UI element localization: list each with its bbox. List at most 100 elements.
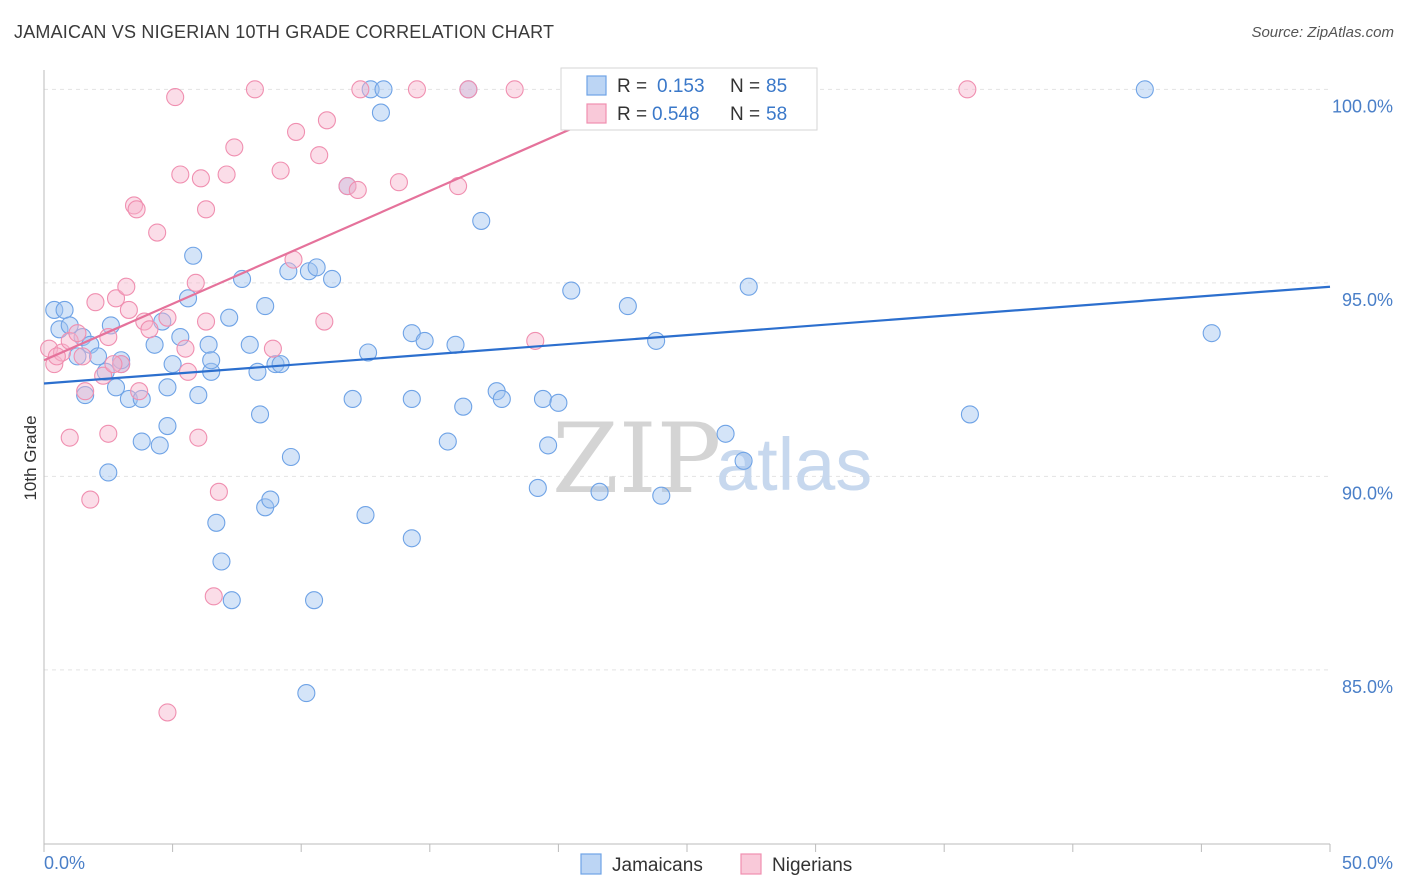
data-points [40,80,1221,722]
point-jamaicans [279,262,298,281]
point-jamaicans [652,486,671,505]
point-jamaicans [371,103,390,122]
point-jamaicans [647,331,666,350]
point-jamaicans [88,347,108,366]
point-nigerians [263,339,282,358]
point-jamaicans [163,355,182,374]
legend-r-value-nigerians: 0.548 [652,104,700,125]
trend-line-jamaicans [43,285,1331,385]
point-nigerians [315,312,334,331]
point-jamaicans [562,281,581,300]
point-jamaicans [305,591,324,610]
point-jamaicans [359,343,378,362]
point-jamaicans [618,297,637,316]
point-nigerians [209,482,228,501]
point-jamaicans [539,436,558,455]
x-tick-label-min: 0.0% [44,853,85,873]
watermark-zip: ZIP [552,403,721,515]
point-jamaicans [528,478,547,498]
point-jamaicans [374,80,393,99]
point-nigerians [225,138,244,157]
y-tick-label: 95.0% [1342,290,1393,310]
point-nigerians [191,169,210,188]
series-legend: Jamaicans Nigerians [580,853,852,876]
legend-n-value-jamaicans: 85 [766,76,787,97]
point-jamaicans [220,308,239,327]
point-jamaicans [402,389,421,409]
point-jamaicans [55,300,74,319]
series-legend-label-nigerians: Nigerians [772,855,852,876]
point-nigerians [106,289,126,308]
point-jamaicans [76,386,95,405]
point-nigerians [104,355,123,374]
point-jamaicans [171,327,190,347]
point-jamaicans [240,335,259,354]
point-jamaicans [212,552,231,571]
point-jamaicans [158,416,177,436]
y-tick-label: 90.0% [1342,483,1393,503]
point-jamaicans [281,447,300,467]
y-axis-label: 10th Grade [21,415,40,500]
point-jamaicans [734,451,753,470]
point-jamaicans [50,320,69,339]
point-nigerians [958,80,977,99]
point-nigerians [459,80,478,99]
point-jamaicans [145,335,164,354]
point-nigerians [140,320,159,339]
point-jamaicans [199,335,218,354]
point-nigerians [204,587,223,606]
series-legend-swatch-jamaicans [580,853,602,875]
source-label: Source: ZipAtlas.com [1251,24,1394,41]
point-nigerians [196,312,216,331]
point-jamaicans [158,378,177,397]
point-jamaicans [266,355,285,374]
point-jamaicans [446,335,465,354]
trend-lines [43,88,1331,385]
y-tick-label: 85.0% [1342,677,1393,697]
point-nigerians [196,200,216,219]
point-jamaicans [119,389,138,409]
point-nigerians [271,161,290,180]
point-jamaicans [356,505,375,525]
point-nigerians [505,80,524,99]
x-ticks [43,844,1331,852]
chart-title: JAMAICAN VS NIGERIAN 10TH GRADE CORRELAT… [14,22,555,42]
point-jamaicans [99,463,118,482]
legend-r-value-jamaicans: 0.153 [657,76,705,97]
point-nigerians [76,382,95,401]
point-jamaicans [1202,324,1221,343]
point-nigerians [81,490,100,509]
point-jamaicans [415,331,434,350]
point-nigerians [348,180,367,200]
stats-legend: R = 0.153 N = 85 R = 0.548 N = 58 [560,67,818,131]
point-jamaicans [402,529,421,548]
point-jamaicans [261,490,280,509]
point-jamaicans [297,684,316,703]
point-jamaicans [492,389,511,409]
point-nigerians [317,111,336,130]
legend-swatch-jamaicans [586,75,607,96]
point-nigerians [112,355,131,374]
point-nigerians [189,428,208,447]
point-jamaicans [343,389,362,409]
legend-n-label-jamaicans: N = [730,76,760,97]
point-jamaicans [472,211,491,230]
point-nigerians [186,273,205,292]
point-nigerians [86,293,105,312]
x-tick-label-max: 50.0% [1342,853,1393,873]
point-jamaicans [184,246,203,265]
point-jamaicans [68,347,87,366]
point-jamaicans [533,389,553,409]
point-jamaicans [250,405,270,424]
point-nigerians [171,165,190,184]
point-nigerians [245,80,264,99]
point-nigerians [176,339,195,358]
point-nigerians [119,300,138,319]
point-jamaicans [590,482,609,501]
point-jamaicans [189,386,208,405]
y-tick-labels: 85.0% 90.0% 95.0% 100.0% [1332,96,1393,697]
point-nigerians [166,88,185,107]
point-nigerians [287,122,306,141]
point-nigerians [99,424,118,443]
